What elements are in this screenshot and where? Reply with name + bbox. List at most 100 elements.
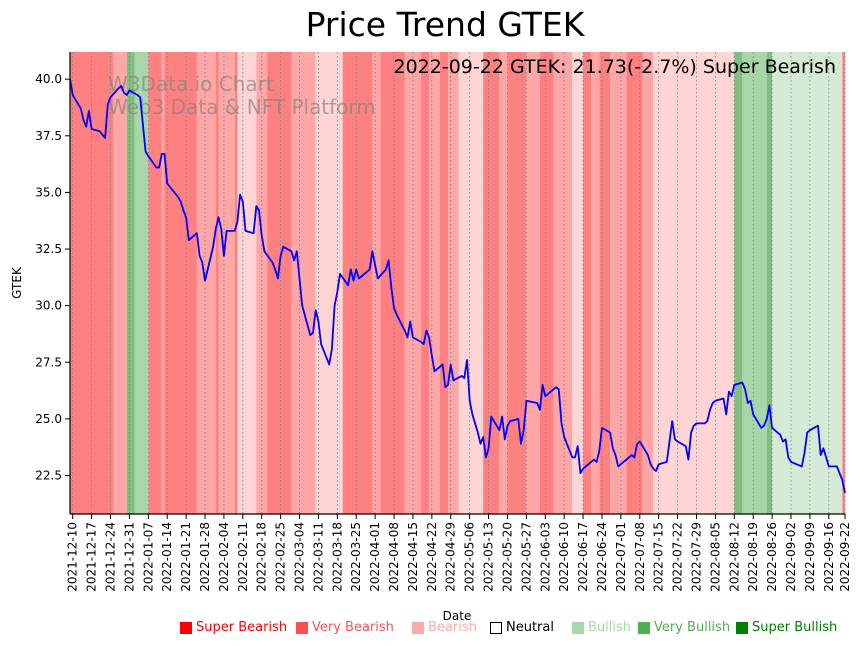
sentiment-band-bearish <box>256 52 268 514</box>
legend-item-bearish: Bearish <box>412 620 477 635</box>
sentiment-band-bearish <box>429 52 440 514</box>
x-tick-label: 2022-04-01 <box>368 522 382 592</box>
legend-item-super-bearish: Super Bearish <box>180 620 287 635</box>
x-tick-label: 2022-05-13 <box>482 522 496 592</box>
x-tick-label: 2021-12-10 <box>66 522 80 592</box>
y-tick-label: 37.5 <box>35 129 62 143</box>
x-tick-label: 2022-03-18 <box>330 522 344 592</box>
sentiment-band-bearish <box>553 52 573 514</box>
price-line <box>69 79 846 494</box>
x-tick-label: 2022-07-08 <box>633 522 647 592</box>
sentiment-band-bearish <box>196 52 216 514</box>
x-tick-label: 2022-05-06 <box>463 522 477 592</box>
x-tick-label: 2022-06-10 <box>557 522 571 592</box>
x-tick-label: 2022-01-14 <box>160 522 174 592</box>
legend-swatch-icon <box>180 621 192 634</box>
y-tick-label: 22.5 <box>35 469 62 483</box>
x-tick-label: 2022-08-19 <box>746 522 760 592</box>
legend-swatch-icon <box>638 621 650 634</box>
sentiment-band-very-bearish <box>507 52 527 514</box>
sentiment-band-bearish <box>372 52 381 514</box>
y-tick-label: 32.5 <box>35 242 62 256</box>
sentiment-band-very-bearish <box>421 52 430 514</box>
sentiment-band-very-bullish <box>766 52 773 514</box>
x-axis-label: Date <box>443 609 472 623</box>
x-tick-label: 2022-02-11 <box>236 522 250 592</box>
watermark: W3Data.io Chart Web3 Data & NFT Platform <box>108 72 376 119</box>
x-axis-ticks: 2021-12-10 2021-12-17 2021-12-24 2021-12-31… <box>66 514 852 592</box>
y-tick-label: 27.5 <box>35 355 62 369</box>
x-tick-label: 2022-06-03 <box>538 522 552 592</box>
sentiment-legend: Super Bearish Very Bearish Bearish Neutral B… <box>180 620 860 638</box>
sentiment-band-very-bearish <box>267 52 292 514</box>
sentiment-band-bearish <box>291 52 316 514</box>
legend-swatch-icon <box>412 621 424 634</box>
chart-title: Price Trend GTEK <box>306 5 586 44</box>
sentiment-band-bearish <box>610 52 627 514</box>
x-tick-label: 2022-06-24 <box>595 522 609 592</box>
x-tick-label: 2022-06-17 <box>576 522 590 592</box>
x-tick-label: 2022-01-21 <box>179 522 193 592</box>
legend-swatch-icon <box>736 621 748 634</box>
x-tick-label: 2022-04-29 <box>444 522 458 592</box>
sentiment-band-slightly-bearish <box>653 52 735 514</box>
legend-label: Super Bearish <box>196 620 288 635</box>
sentiment-band-bearish <box>161 52 165 514</box>
sentiment-band-very-bullish <box>734 52 743 514</box>
legend-label: Super Bullish <box>752 620 838 635</box>
sentiment-band-very-bearish <box>380 52 405 514</box>
sentiment-band-bearish <box>448 52 459 514</box>
sentiment-band-very-bearish <box>599 52 611 514</box>
x-tick-label: 2022-09-09 <box>803 522 817 592</box>
sentiment-band-slightly-bearish <box>237 52 257 514</box>
x-tick-label: 2022-07-15 <box>652 522 666 592</box>
legend-swatch-icon <box>572 621 584 634</box>
x-tick-label: 2022-08-05 <box>708 522 722 592</box>
sentiment-band-very-bearish <box>234 52 238 514</box>
legend-item-neutral: Neutral <box>490 620 554 635</box>
vertical-gridlines <box>72 52 846 514</box>
legend-label: Neutral <box>506 620 554 635</box>
y-tick-label: 35.0 <box>35 185 62 199</box>
x-tick-label: 2022-03-04 <box>293 522 307 592</box>
x-tick-label: 2022-09-16 <box>822 522 836 592</box>
sentiment-band-bullish <box>742 52 767 514</box>
sentiment-band-very-bearish <box>539 52 554 514</box>
legend-label: Bullish <box>588 620 632 635</box>
x-tick-label: 2022-01-28 <box>198 522 212 592</box>
x-tick-label: 2022-08-26 <box>765 522 779 592</box>
legend-label: Very Bearish <box>312 620 394 635</box>
legend-item-very-bearish: Very Bearish <box>296 620 394 635</box>
sentiment-band-very-bearish <box>842 52 845 514</box>
sentiment-band-bullish <box>134 52 149 514</box>
y-tick-label: 40.0 <box>35 72 62 86</box>
sentiment-band-bearish <box>218 52 235 514</box>
sentiment-band-bearish <box>404 52 422 514</box>
sentiment-band-very-bearish <box>626 52 643 514</box>
x-tick-label: 2021-12-24 <box>104 522 118 592</box>
x-tick-label: 2022-04-15 <box>406 522 420 592</box>
legend-item-super-bullish: Super Bullish <box>736 620 837 635</box>
x-tick-label: 2022-04-22 <box>425 522 439 592</box>
y-axis-ticks: 22.5 25.0 27.5 30.0 32.5 35.0 37.5 40.0 <box>35 72 70 483</box>
x-tick-label: 2022-08-12 <box>727 522 741 592</box>
sentiment-band-very-bearish <box>215 52 219 514</box>
x-tick-label: 2022-03-25 <box>349 522 363 592</box>
legend-swatch-icon <box>296 621 308 634</box>
y-tick-label: 25.0 <box>35 412 62 426</box>
sentiment-band-slightly-bearish <box>572 52 584 514</box>
x-tick-label: 2022-05-27 <box>519 522 533 592</box>
x-tick-label: 2022-02-04 <box>217 522 231 592</box>
x-tick-label: 2021-12-31 <box>122 522 136 592</box>
x-tick-label: 2022-03-11 <box>311 522 325 592</box>
x-tick-label: 2022-05-20 <box>500 522 514 592</box>
legend-label: Very Bullish <box>654 620 731 635</box>
x-tick-label: 2022-07-22 <box>671 522 685 592</box>
legend-item-bullish: Bullish <box>572 620 631 635</box>
sentiment-band-very-bearish <box>483 52 500 514</box>
sentiment-band-very-bearish <box>148 52 162 514</box>
sentiment-band-very-bearish <box>439 52 449 514</box>
watermark-line-2: Web3 Data & NFT Platform <box>108 95 376 119</box>
sentiment-band-bearish <box>499 52 508 514</box>
